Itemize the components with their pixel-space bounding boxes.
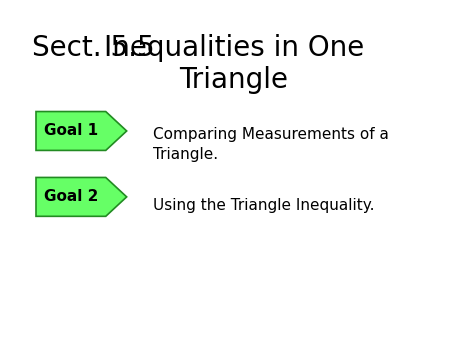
Text: Goal 2: Goal 2 [44, 189, 98, 204]
Polygon shape [36, 112, 127, 150]
Text: Sect. 5.5: Sect. 5.5 [32, 34, 154, 62]
Text: Goal 1: Goal 1 [44, 123, 98, 139]
Polygon shape [36, 177, 127, 216]
Text: Comparing Measurements of a
Triangle.: Comparing Measurements of a Triangle. [153, 127, 389, 162]
Text: Inequalities in One
Triangle: Inequalities in One Triangle [104, 34, 364, 94]
Text: Using the Triangle Inequality.: Using the Triangle Inequality. [153, 198, 374, 213]
